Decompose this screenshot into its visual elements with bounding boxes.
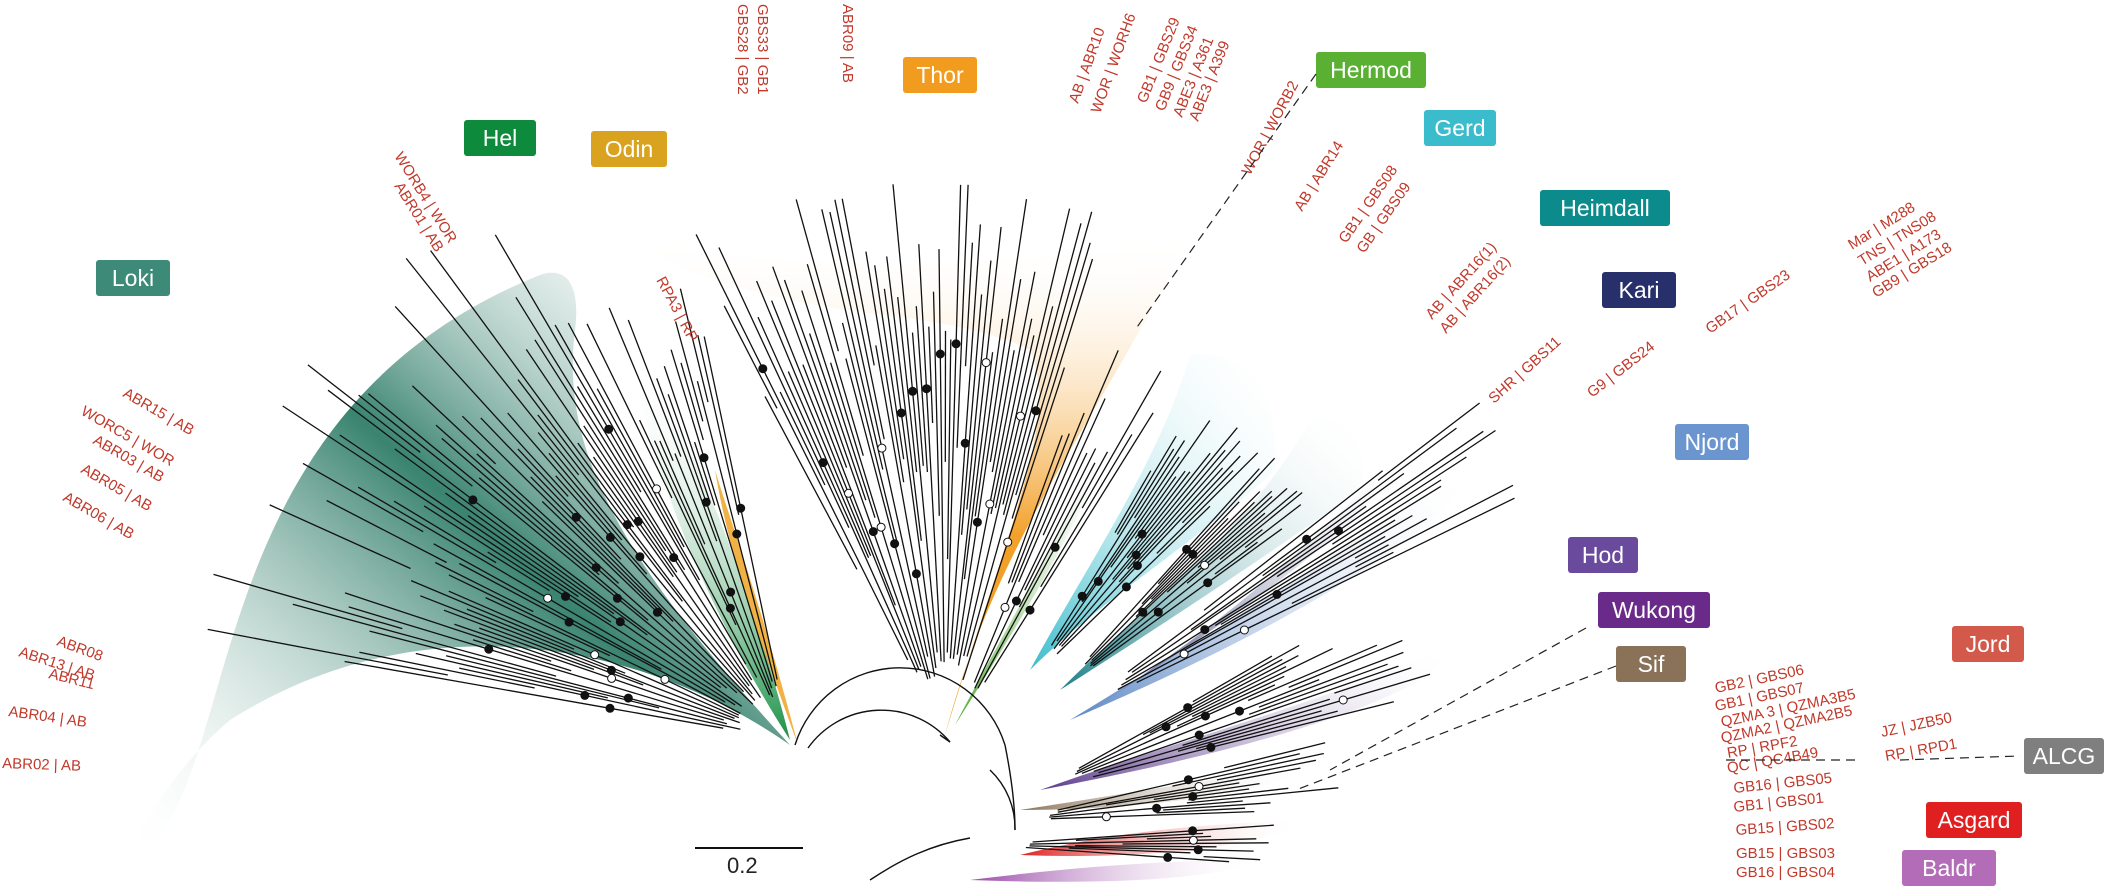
group-label: Thor: [916, 62, 964, 88]
group-label: Njord: [1685, 429, 1740, 455]
taxon-label: ABR02 | AB: [2, 755, 81, 775]
group-badges: Loki Hel Odin Thor Hermod Gerd Heimdall Kari Njo…: [96, 52, 2104, 886]
taxon-label: WOR | WORB2: [1239, 78, 1303, 178]
taxon-label: AB | ABR14: [1291, 138, 1347, 214]
group-label: ALCG: [2033, 743, 2096, 769]
badge-connectors: [1134, 73, 2021, 791]
group-label: Kari: [1619, 277, 1660, 303]
group-label: Gerd: [1434, 115, 1485, 141]
group-label: Hod: [1582, 542, 1624, 568]
tree-branches: [207, 184, 1515, 863]
taxon-label: GB15 | GBS02: [1735, 815, 1835, 839]
taxon-label: JZ | JZB50: [1879, 709, 1953, 741]
heimdall-clade-shade: [1060, 418, 1363, 690]
loki-clade-shade: [128, 272, 790, 861]
group-badge-baldr: Baldr: [1902, 850, 1996, 886]
taxon-label: GB17 | GBS23: [1703, 267, 1794, 338]
hel-clade-shade: [635, 370, 790, 740]
group-badge-sif: Sif: [1616, 646, 1686, 682]
group-badge-hod: Hod: [1568, 537, 1638, 573]
baldr-clade-shade: [970, 860, 1260, 882]
odin-clade-shade: [715, 470, 798, 745]
group-badge-jord: Jord: [1952, 626, 2024, 662]
taxon-label: SHR | GBS11: [1485, 333, 1564, 407]
taxon-label: G9 | GBS24: [1584, 338, 1658, 401]
group-badge-odin: Odin: [591, 131, 667, 167]
scale-bar: 0.2: [695, 847, 803, 878]
group-label: Heimdall: [1560, 195, 1649, 221]
group-badge-hermod: Hermod: [1316, 52, 1426, 88]
taxon-label: GB15 | GBS03: [1736, 845, 1835, 862]
group-label: Jord: [1966, 631, 2011, 657]
group-label: Hermod: [1330, 57, 1412, 83]
group-badge-njord: Njord: [1675, 424, 1749, 460]
taxon-label: ABR09 | AB: [839, 4, 856, 83]
group-badge-alcg: ALCG: [2024, 738, 2104, 774]
group-badge-loki: Loki: [96, 260, 170, 296]
group-label: Wukong: [1612, 597, 1696, 623]
root-arcs: [794, 667, 1016, 881]
group-badge-hel: Hel: [464, 120, 536, 156]
group-badge-gerd: Gerd: [1424, 110, 1496, 146]
taxon-label: GBS33 | GB1: [754, 4, 771, 95]
group-badge-asgard: Asgard: [1926, 802, 2022, 838]
taxon-label: GB16 | GBS04: [1736, 864, 1835, 881]
hod-clade-shade: [1040, 650, 1443, 790]
group-badge-wukong: Wukong: [1598, 592, 1710, 628]
group-badge-heimdall: Heimdall: [1540, 190, 1670, 226]
sif-clade-shade: [1020, 770, 1300, 810]
group-label: Sif: [1638, 651, 1665, 677]
taxa-bottom: GB2 | GBS06 GB1 | GBS07 QZMA 3 | QZMA3B5…: [1713, 661, 1958, 881]
group-label: Asgard: [1938, 807, 2011, 833]
taxon-label: GBS28 | GB2: [734, 4, 751, 95]
taxa-left: ABR15 | AB WORC5 | WOR ABR03 | AB ABR05 …: [2, 385, 197, 775]
group-label: Loki: [112, 265, 154, 291]
group-badge-kari: Kari: [1602, 272, 1676, 308]
group-badge-thor: Thor: [903, 57, 977, 93]
group-label: Baldr: [1922, 855, 1976, 881]
group-label: Odin: [605, 136, 654, 162]
taxon-label: RPA3 | RP: [652, 274, 700, 345]
taxon-label: RP | RPD1: [1884, 736, 1959, 765]
taxon-label: ABR04 | AB: [7, 703, 88, 731]
clade-shading: [128, 235, 1462, 882]
tree-nodes: [468, 339, 1348, 862]
scale-bar-label: 0.2: [727, 853, 758, 878]
group-label: Hel: [483, 125, 518, 151]
